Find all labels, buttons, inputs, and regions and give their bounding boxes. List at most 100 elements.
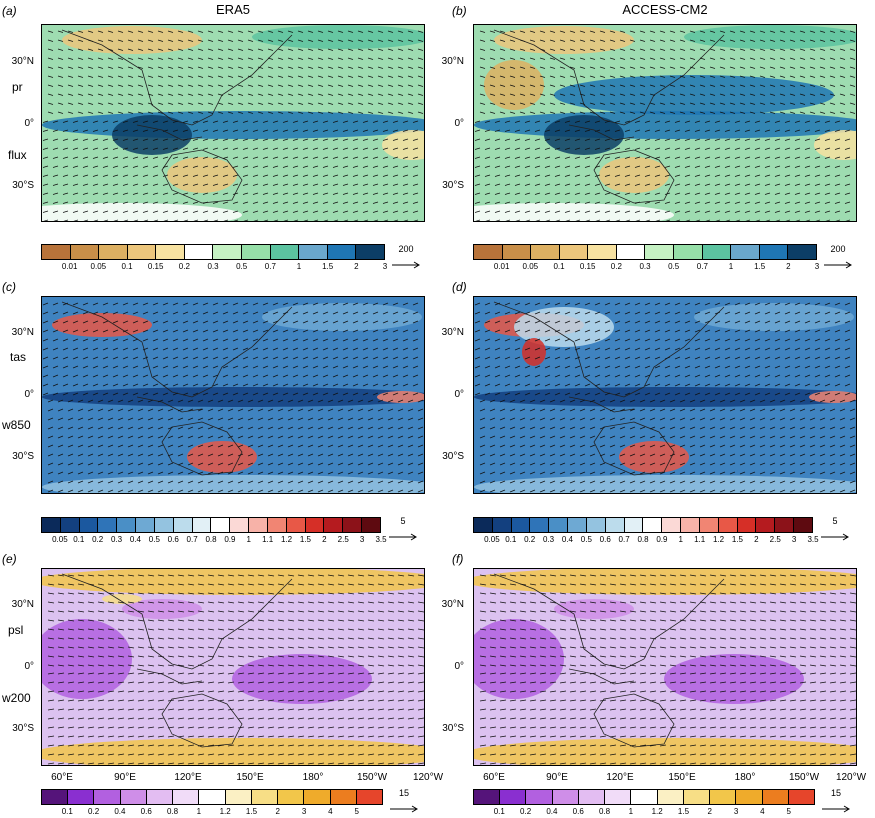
wind-vector bbox=[714, 365, 721, 369]
wind-vector bbox=[212, 147, 219, 150]
wind-vector bbox=[217, 111, 224, 114]
wind-vector bbox=[769, 417, 776, 421]
wind-vector bbox=[759, 672, 767, 675]
wind-vector bbox=[649, 48, 656, 51]
wind-vector bbox=[739, 489, 746, 493]
wind-vector bbox=[629, 417, 636, 421]
south-high-band bbox=[42, 738, 424, 765]
wind-vector bbox=[187, 655, 195, 658]
wind-vector bbox=[774, 338, 781, 342]
wind-vector bbox=[554, 374, 561, 378]
wind-vector bbox=[347, 66, 354, 69]
wind-vector bbox=[417, 753, 424, 756]
wind-vector bbox=[509, 619, 517, 622]
wind-vector bbox=[202, 347, 209, 351]
wind-vector bbox=[297, 574, 305, 577]
wind-vector bbox=[302, 147, 309, 150]
wind-vector bbox=[342, 329, 349, 333]
wind-vector bbox=[619, 646, 627, 649]
wind-vector bbox=[569, 66, 576, 69]
wind-vector bbox=[382, 374, 389, 378]
wind-vector bbox=[549, 637, 557, 640]
wind-vector bbox=[182, 338, 189, 342]
map-field bbox=[42, 297, 424, 493]
wind-vector bbox=[809, 735, 817, 738]
wind-vector bbox=[82, 210, 89, 213]
coastline bbox=[61, 29, 293, 204]
wind-vector bbox=[619, 75, 626, 78]
wind-vector bbox=[47, 84, 54, 87]
wind-vector bbox=[47, 444, 54, 448]
wind-vector bbox=[52, 311, 59, 315]
wind-vector bbox=[137, 753, 145, 756]
wind-vector bbox=[322, 347, 329, 351]
wind-vector bbox=[744, 210, 751, 213]
wind-vector bbox=[779, 690, 787, 693]
wind-vector bbox=[232, 201, 239, 204]
wind-vector bbox=[624, 365, 631, 369]
wind-vector bbox=[794, 356, 801, 360]
wind-vector bbox=[729, 75, 736, 78]
wind-vector bbox=[679, 655, 687, 658]
wind-vector bbox=[347, 111, 354, 114]
wind-vector bbox=[499, 84, 506, 87]
wind-vector bbox=[839, 601, 847, 604]
wind-vector bbox=[629, 39, 636, 42]
wind-vector bbox=[327, 664, 335, 667]
wind-vector bbox=[172, 156, 179, 159]
wind-vector bbox=[317, 93, 324, 96]
wind-vector bbox=[724, 210, 731, 213]
wind-vector bbox=[247, 619, 255, 622]
wind-vector bbox=[804, 210, 811, 213]
wind-vector bbox=[277, 583, 285, 586]
wind-vector bbox=[292, 138, 299, 141]
wind-vector bbox=[679, 66, 686, 69]
wind-vector bbox=[82, 365, 89, 369]
wind-vector bbox=[262, 320, 269, 324]
wind-vector bbox=[152, 356, 159, 360]
wind-vector bbox=[57, 753, 65, 756]
wind-vector bbox=[337, 444, 344, 448]
wind-vector bbox=[117, 57, 124, 60]
wind-vector bbox=[474, 192, 481, 195]
wind-vector bbox=[559, 480, 566, 484]
wind-vector bbox=[724, 302, 731, 306]
wind-vector bbox=[52, 147, 59, 150]
wind-vector bbox=[769, 601, 777, 604]
wind-vector bbox=[167, 399, 174, 403]
wind-vector bbox=[619, 735, 627, 738]
wind-vector bbox=[197, 735, 205, 738]
wind-vector bbox=[819, 93, 826, 96]
wind-vector bbox=[187, 744, 195, 747]
wind-vector bbox=[759, 417, 766, 421]
wind-vector bbox=[649, 646, 657, 649]
wind-vector bbox=[222, 329, 229, 333]
wind-vector bbox=[192, 374, 199, 378]
wind-vector bbox=[377, 111, 384, 114]
wind-vector bbox=[724, 383, 731, 387]
wind-vector bbox=[107, 628, 115, 631]
wind-vector bbox=[263, 219, 269, 221]
wind-vector bbox=[779, 672, 787, 675]
wind-vector bbox=[784, 201, 791, 204]
wind-vector bbox=[157, 66, 164, 69]
wind-vector bbox=[107, 417, 114, 421]
wind-vector bbox=[412, 147, 419, 150]
wind-vector bbox=[392, 183, 399, 186]
wind-vector bbox=[659, 664, 667, 667]
wind-vector bbox=[529, 462, 536, 466]
wind-vector bbox=[569, 708, 577, 711]
wind-vector bbox=[417, 735, 424, 738]
wind-vector bbox=[619, 717, 627, 720]
wind-vector bbox=[789, 601, 797, 604]
wind-vector bbox=[273, 219, 279, 221]
wind-vector bbox=[192, 356, 199, 360]
wind-vector bbox=[127, 84, 134, 87]
wind-vector bbox=[47, 453, 54, 457]
wind-vector bbox=[267, 699, 275, 702]
wind-vector bbox=[764, 192, 771, 195]
wind-vector bbox=[759, 690, 767, 693]
wind-vector bbox=[799, 681, 807, 684]
wind-vector bbox=[824, 374, 831, 378]
wind-vector bbox=[524, 392, 531, 396]
